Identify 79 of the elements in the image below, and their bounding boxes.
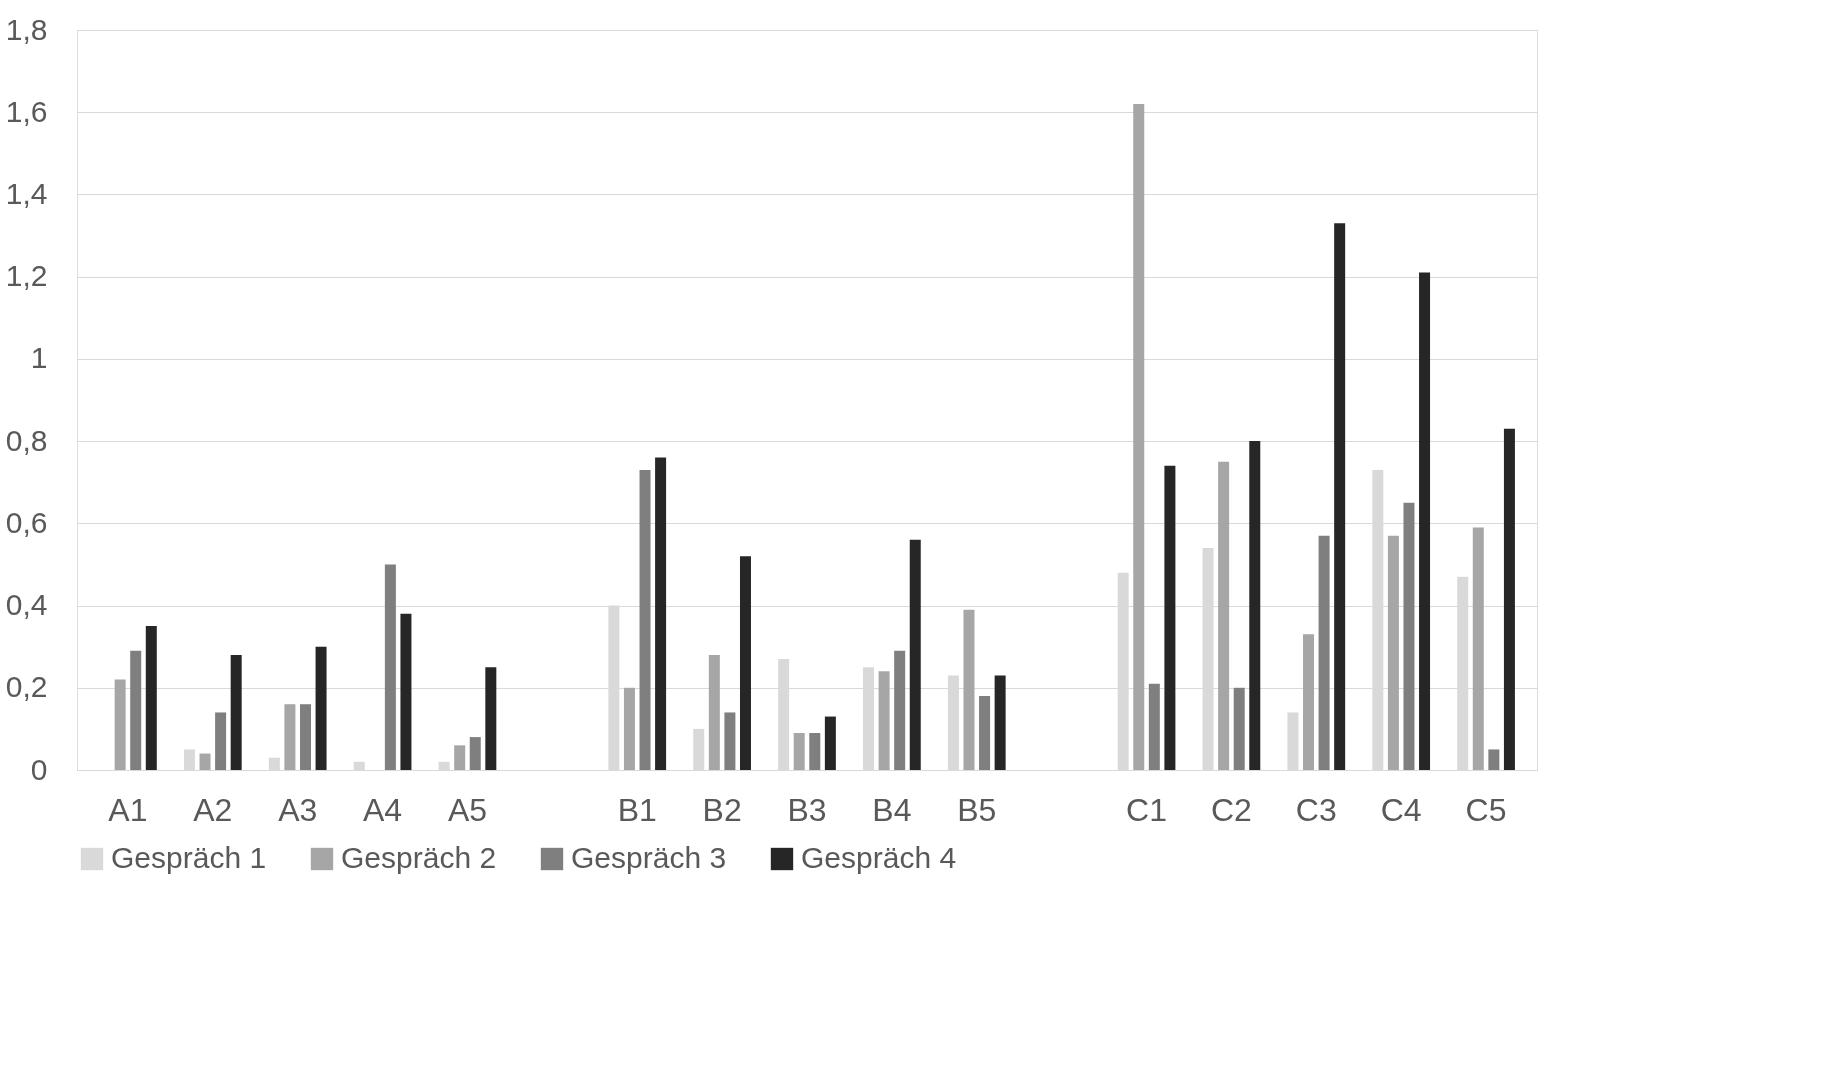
bar: [1403, 502, 1415, 770]
bar: [724, 712, 736, 770]
legend-label: Gespräch 1: [111, 841, 267, 874]
y-tick-label: 1,6: [5, 94, 48, 128]
bar: [485, 667, 497, 770]
y-tick-label: 0,6: [5, 505, 48, 539]
bar: [145, 626, 157, 770]
y-tick-label: 0,4: [5, 588, 48, 622]
y-tick-label: 0: [30, 752, 48, 786]
legend-label: Gespräch 3: [571, 841, 727, 874]
bar: [894, 650, 906, 770]
x-tick-label: C3: [1295, 791, 1337, 828]
y-tick-label: 0,2: [5, 670, 48, 704]
bar: [1387, 535, 1399, 770]
bar: [994, 675, 1006, 770]
bar: [299, 704, 311, 770]
y-tick-label: 1,8: [5, 12, 48, 46]
bar: [1233, 687, 1245, 770]
x-tick-label: B2: [702, 791, 742, 828]
bar: [183, 749, 195, 770]
bar: [230, 654, 242, 770]
bar: [655, 457, 667, 770]
x-tick-label: C2: [1210, 791, 1252, 828]
y-tick-label: 0,8: [5, 423, 48, 457]
bar: [215, 712, 227, 770]
bar: [1218, 461, 1230, 770]
bar: [824, 716, 836, 770]
y-tick-label: 1,4: [5, 176, 48, 210]
x-tick-label: A5: [447, 791, 488, 828]
bar: [284, 704, 296, 770]
bar: [268, 757, 280, 770]
x-tick-label: A2: [193, 791, 233, 828]
bar: [639, 469, 651, 770]
bar: [739, 556, 751, 770]
x-tick-label: B4: [872, 791, 912, 828]
bar: [1419, 272, 1431, 770]
bar: [963, 609, 975, 770]
bar: [114, 679, 126, 770]
bar: [315, 646, 327, 770]
bar: [693, 728, 705, 770]
legend-label: Gespräch 4: [801, 841, 957, 874]
bar: [878, 671, 890, 770]
bar: [708, 654, 720, 770]
x-tick-label: A3: [278, 791, 318, 828]
bar: [400, 613, 412, 770]
bar: [1488, 749, 1500, 770]
bar: [909, 539, 921, 770]
bar: [793, 733, 805, 770]
bar: [353, 761, 365, 770]
bar: [454, 745, 466, 770]
bar: [809, 733, 821, 770]
bar: [1133, 104, 1145, 770]
bar: [1287, 712, 1299, 770]
bar: [199, 753, 211, 770]
bar: [1148, 683, 1160, 770]
bar: [1318, 535, 1330, 770]
bar: [384, 564, 396, 770]
bar: [438, 761, 450, 770]
x-tick-label: C5: [1465, 791, 1507, 828]
legend-label: Gespräch 2: [341, 841, 497, 874]
x-tick-label: B5: [957, 791, 997, 828]
y-tick-label: 1,2: [5, 259, 48, 293]
x-tick-label: A4: [363, 791, 403, 828]
bar: [1303, 634, 1315, 770]
x-tick-label: B1: [617, 791, 657, 828]
bar: [1249, 441, 1261, 770]
bar: [1503, 428, 1515, 770]
x-tick-label: B3: [787, 791, 827, 828]
x-tick-label: C1: [1126, 791, 1167, 828]
bar: [1334, 223, 1346, 770]
bar: [623, 687, 635, 770]
x-tick-label: A1: [108, 791, 148, 828]
bar: [130, 650, 142, 770]
y-tick-label: 1: [30, 341, 48, 375]
bar: [979, 696, 991, 770]
bar: [469, 737, 481, 770]
bar: [1164, 465, 1176, 770]
bar: [1472, 527, 1484, 770]
x-tick-label: C4: [1380, 791, 1422, 828]
